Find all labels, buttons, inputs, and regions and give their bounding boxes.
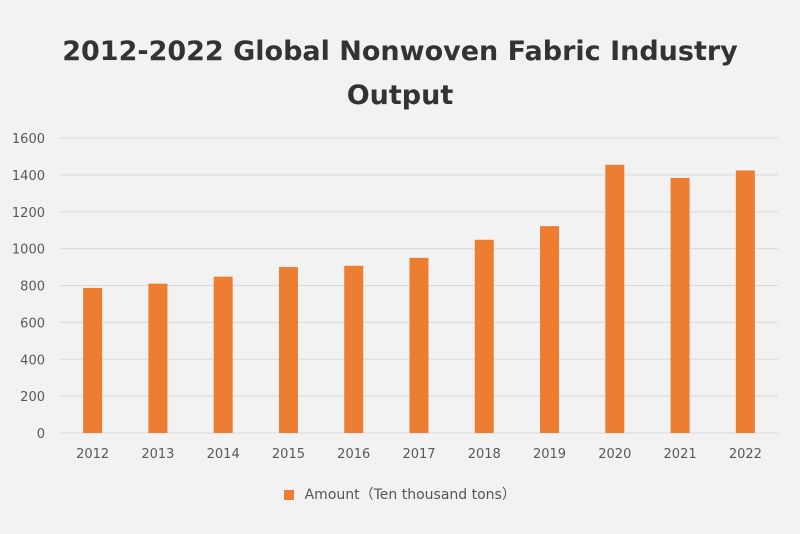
- bar-2013: [148, 283, 168, 433]
- bar-2014: [213, 276, 233, 433]
- x-tick-label: 2014: [207, 447, 240, 462]
- legend-swatch: [284, 490, 295, 500]
- bar-2021: [670, 178, 690, 433]
- y-tick-label: 1600: [12, 132, 45, 147]
- x-tick-label: 2017: [402, 447, 435, 462]
- bar-2020: [605, 164, 625, 433]
- x-axis-ticks: 2012 2013 2014 2015 2016 2017 2018 2019 2020 2021…: [76, 447, 762, 462]
- chart-title: 2012-2022 Global Nonwoven Fabric Industr…: [62, 36, 738, 111]
- x-tick-label: 2022: [729, 447, 762, 462]
- bar-2017: [409, 257, 429, 433]
- y-tick-label: 600: [20, 316, 45, 331]
- bar-2022: [735, 170, 755, 433]
- bar-2019: [540, 226, 560, 433]
- bars: [83, 164, 755, 433]
- x-tick-label: 2020: [598, 447, 631, 462]
- x-tick-label: 2019: [533, 447, 566, 462]
- legend: Amount（Ten thousand tons）: [0, 484, 800, 504]
- y-tick-label: 1400: [12, 169, 45, 184]
- x-tick-label: 2013: [141, 447, 174, 462]
- y-tick-label: 0: [37, 427, 45, 442]
- bar-2018: [474, 239, 494, 433]
- y-axis-ticks: 0 200 400 600 800 1000 1200 1400 1600: [12, 132, 45, 442]
- x-tick-label: 2018: [468, 447, 501, 462]
- bar-2016: [344, 265, 364, 433]
- y-tick-label: 200: [20, 390, 45, 405]
- x-tick-label: 2016: [337, 447, 370, 462]
- y-tick-label: 800: [20, 280, 45, 295]
- bar-2012: [83, 287, 103, 433]
- bar-2015: [278, 267, 298, 433]
- x-tick-label: 2021: [664, 447, 697, 462]
- y-tick-label: 400: [20, 353, 45, 368]
- y-tick-label: 1200: [12, 206, 45, 221]
- x-tick-label: 2015: [272, 447, 305, 462]
- legend-label: Amount（Ten thousand tons）: [304, 487, 516, 503]
- y-tick-label: 1000: [12, 243, 45, 258]
- x-tick-label: 2012: [76, 447, 109, 462]
